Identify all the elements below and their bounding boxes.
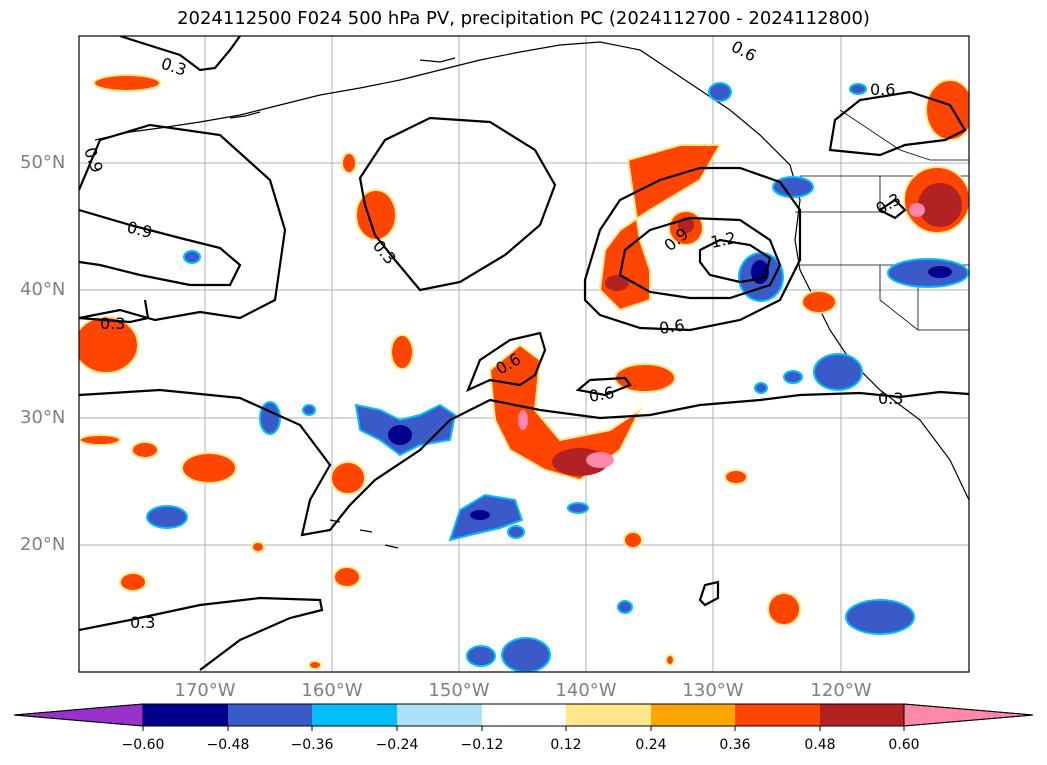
lon-label: 160°W bbox=[301, 680, 363, 701]
colorbar bbox=[13, 703, 1034, 731]
colorbar-tick-label: −0.60 bbox=[121, 737, 165, 753]
map-frame bbox=[78, 35, 970, 673]
colorbar-tick-label: 0.60 bbox=[888, 737, 920, 753]
figure-title: 2024112500 F024 500 hPa PV, precipitatio… bbox=[177, 8, 870, 29]
lat-label: 50°N bbox=[20, 152, 66, 173]
lon-label: 170°W bbox=[174, 680, 236, 701]
precip-negative bbox=[146, 82, 969, 672]
colorbar-extend-high bbox=[903, 703, 1034, 727]
colorbar-bin bbox=[228, 704, 312, 726]
lon-label: 120°W bbox=[810, 680, 872, 701]
colorbar-bin bbox=[482, 704, 566, 726]
colorbar-bin bbox=[566, 704, 651, 726]
colorbar-bin bbox=[735, 704, 820, 726]
lon-label: 140°W bbox=[555, 680, 617, 701]
contour-label: 0.3 bbox=[130, 613, 155, 632]
colorbar-tick-label: −0.48 bbox=[206, 737, 250, 753]
lat-label: 20°N bbox=[20, 534, 66, 555]
contour-label: 0.6 bbox=[587, 383, 615, 406]
colorbar-tick-label: 0.48 bbox=[804, 737, 836, 753]
colorbar-extend-low bbox=[13, 703, 144, 727]
colorbar-bin bbox=[312, 704, 397, 726]
lat-label: 40°N bbox=[20, 279, 66, 300]
lon-label: 130°W bbox=[682, 680, 744, 701]
colorbar-bin bbox=[143, 704, 228, 726]
lat-label: 30°N bbox=[20, 407, 66, 428]
contour-label: 0.3 bbox=[100, 314, 125, 333]
colorbar-bin bbox=[820, 704, 904, 726]
contour-label: 0.6 bbox=[870, 80, 895, 99]
contour-label: 0.6 bbox=[658, 316, 686, 338]
colorbar-tick-label: 0.36 bbox=[719, 737, 751, 753]
pv-contours bbox=[79, 36, 969, 671]
colorbar-tick-label: −0.24 bbox=[375, 737, 419, 753]
contour-label: 1.2 bbox=[709, 228, 738, 252]
lon-label: 150°W bbox=[428, 680, 490, 701]
colorbar-tick-label: 0.24 bbox=[635, 737, 667, 753]
contour-label: 0.3 bbox=[878, 389, 903, 408]
colorbar-tick-label: −0.12 bbox=[460, 737, 504, 753]
colorbar-bin bbox=[651, 704, 735, 726]
colorbar-tick-label: 0.12 bbox=[550, 737, 582, 753]
colorbar-bin bbox=[397, 704, 482, 726]
colorbar-tick-label: −0.36 bbox=[290, 737, 334, 753]
